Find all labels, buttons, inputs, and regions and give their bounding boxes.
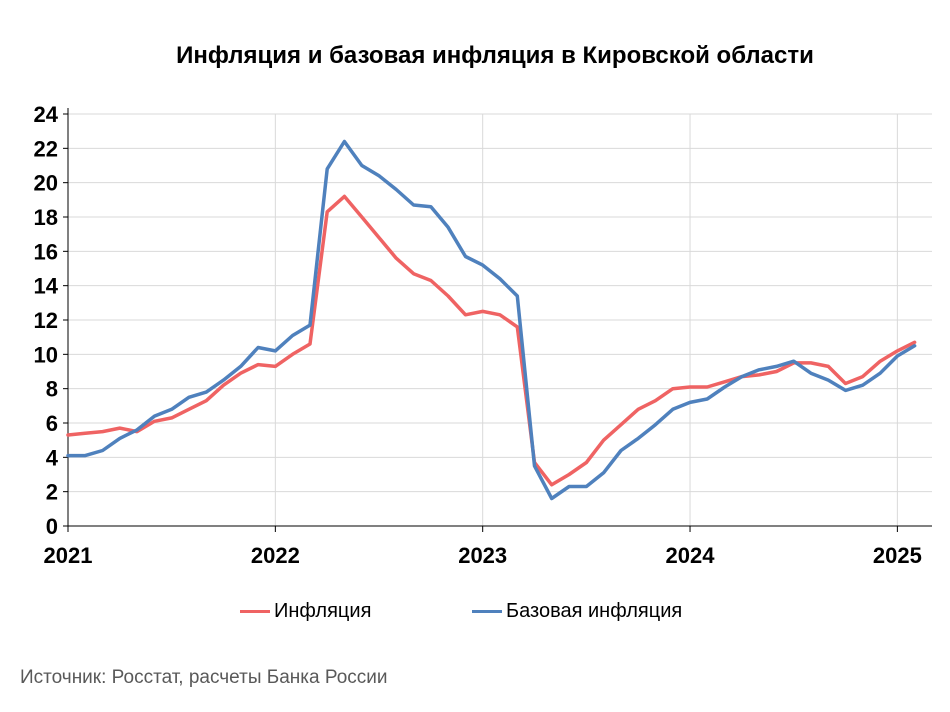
legend-item-core-inflation: Базовая инфляция (472, 600, 682, 623)
series-line-core-inflation (66, 139, 917, 501)
y-tick-label: 8 (46, 377, 58, 402)
series-line-inflation (66, 194, 917, 487)
x-tick-label: 2023 (458, 543, 507, 568)
y-tick-label: 14 (34, 274, 59, 299)
x-tick-label: 2021 (44, 543, 93, 568)
legend-swatch-core-inflation (472, 610, 502, 613)
legend-label-core-inflation: Базовая инфляция (506, 600, 683, 622)
y-tick-label: 24 (34, 102, 59, 127)
y-tick-label: 18 (34, 205, 58, 230)
source-note: Источник: Росстат, расчеты Банка России (20, 667, 388, 688)
x-tick-label: 2025 (873, 543, 922, 568)
y-tick-label: 10 (34, 342, 58, 367)
y-tick-label: 16 (34, 239, 58, 264)
x-tick-label: 2024 (666, 543, 716, 568)
chart-title: Инфляция и базовая инфляция в Кировской … (176, 42, 814, 69)
y-tick-label: 4 (46, 445, 59, 470)
y-tick-label: 20 (34, 171, 58, 196)
legend-swatch-inflation (240, 610, 270, 613)
y-tick-label: 22 (34, 136, 58, 161)
y-tick-label: 12 (34, 308, 58, 333)
y-tick-label: 0 (46, 514, 58, 539)
y-tick-label: 2 (46, 480, 58, 505)
legend-label-inflation: Инфляция (274, 600, 372, 622)
y-tick-label: 6 (46, 411, 58, 436)
legend-item-inflation: Инфляция (240, 600, 371, 623)
x-tick-label: 2022 (251, 543, 300, 568)
